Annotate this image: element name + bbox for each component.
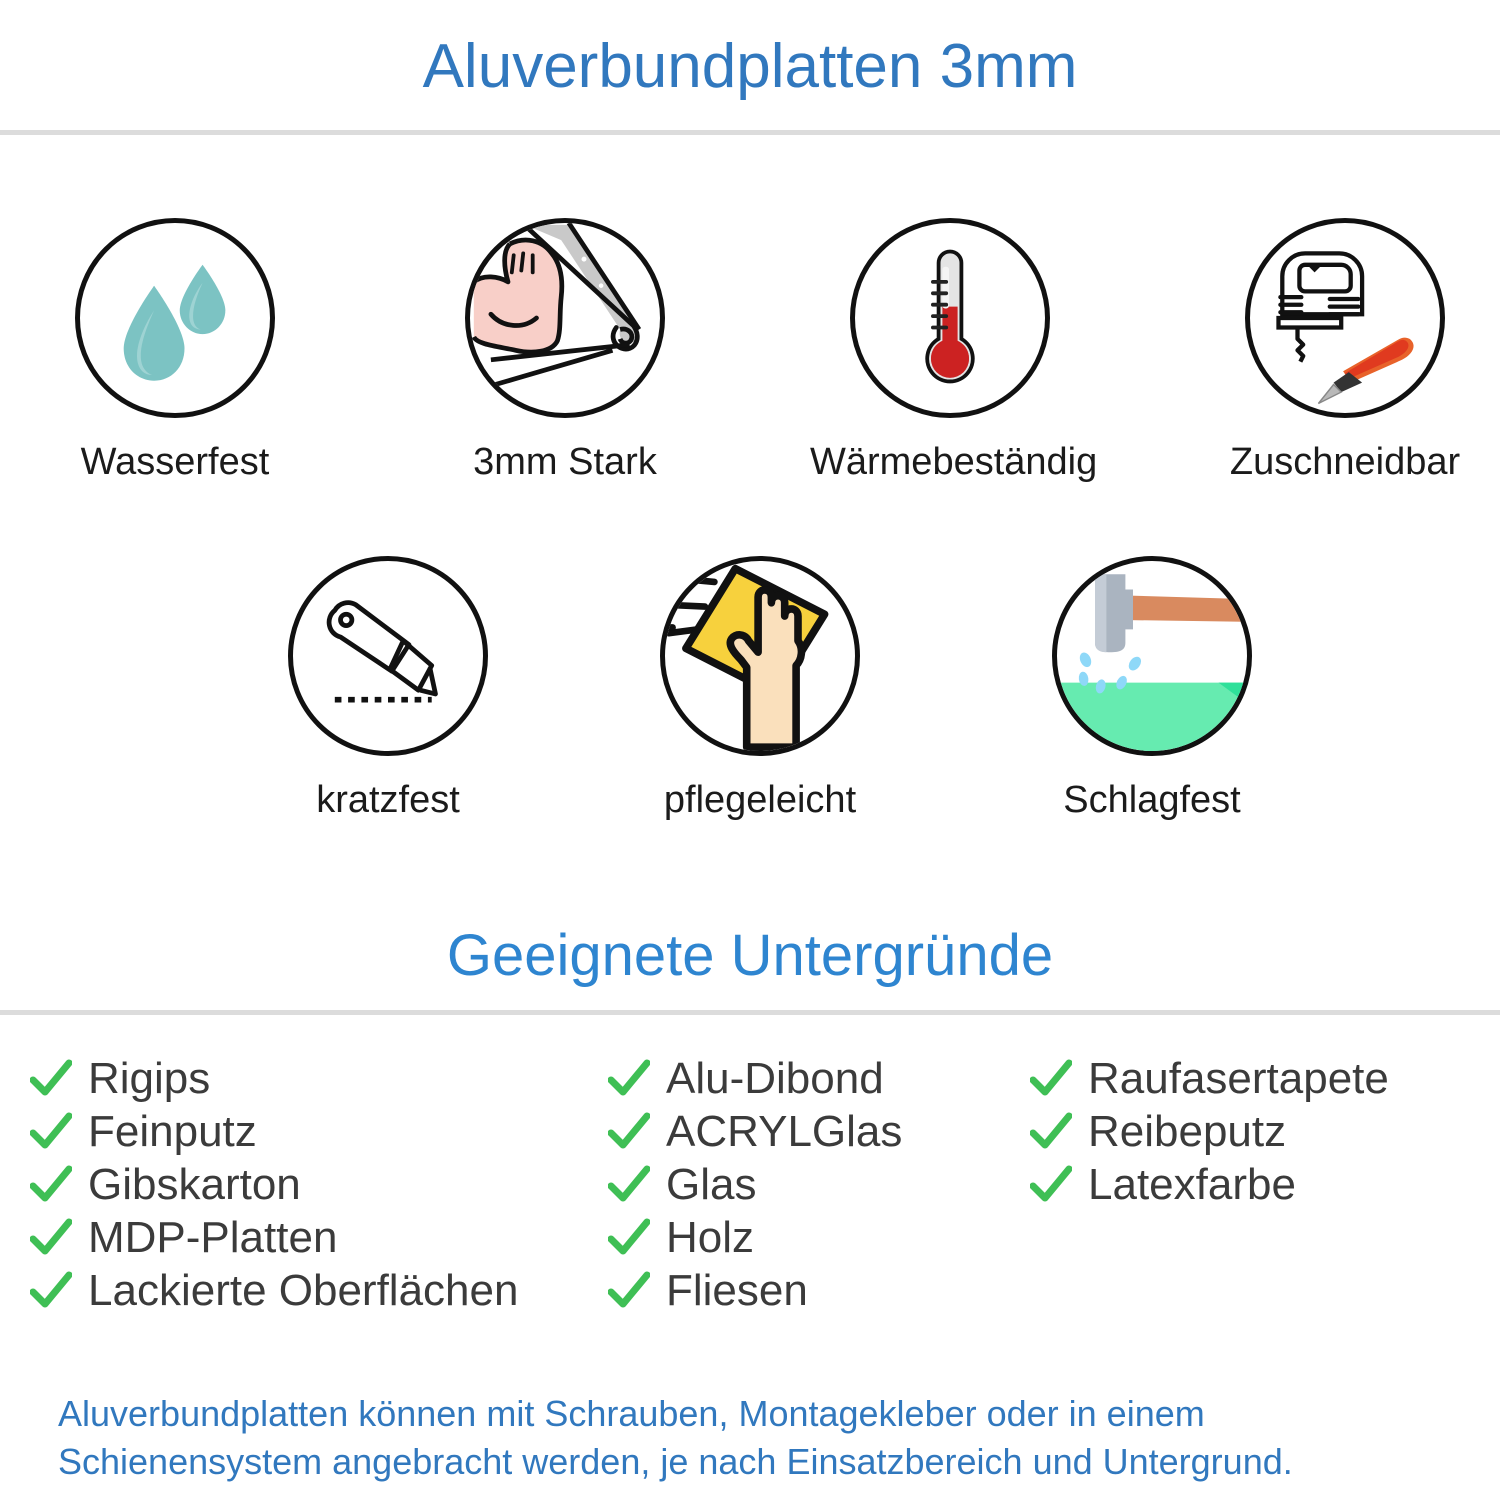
substrate-checklist: Rigips Feinputz Gibskarton MDP-Platten L…	[0, 1052, 1500, 1317]
list-item-label: Alu-Dibond	[666, 1053, 884, 1103]
feature-3mm-stark: 3mm Stark	[425, 218, 705, 484]
hand-with-cloth-icon	[660, 556, 860, 756]
list-item: Glas	[608, 1158, 1000, 1211]
list-item-label: Holz	[666, 1212, 755, 1262]
cutter-knife-scratch-icon	[288, 556, 488, 756]
feature-wasserfest: Wasserfest	[35, 218, 315, 484]
list-item-label: Feinputz	[88, 1106, 257, 1156]
checklist-column-1: Rigips Feinputz Gibskarton MDP-Platten L…	[0, 1052, 600, 1317]
water-drops-icon	[75, 218, 275, 418]
feature-zuschneidbar: Zuschneidbar	[1205, 218, 1485, 484]
feature-label: Schlagfest	[1063, 779, 1241, 821]
list-item-label: Latexfarbe	[1088, 1159, 1296, 1209]
feature-label: kratzfest	[316, 779, 460, 821]
check-icon	[1030, 1059, 1072, 1099]
check-icon	[30, 1112, 72, 1152]
check-icon	[30, 1165, 72, 1205]
jigsaw-and-cutter-icon	[1245, 218, 1445, 418]
check-icon	[30, 1271, 72, 1311]
list-item: Alu-Dibond	[608, 1052, 1000, 1105]
list-item: Holz	[608, 1211, 1000, 1264]
page-title: Aluverbundplatten 3mm	[422, 32, 1078, 101]
list-item: Reibeputz	[1030, 1105, 1470, 1158]
check-icon	[608, 1218, 650, 1258]
divider-top	[0, 130, 1500, 135]
feature-label: Wasserfest	[80, 441, 270, 483]
feature-schlagfest: Schlagfest	[1012, 556, 1292, 822]
list-item: Gibskarton	[30, 1158, 600, 1211]
check-icon	[30, 1059, 72, 1099]
list-item: ACRYLGlas	[608, 1105, 1000, 1158]
list-item: Latexfarbe	[1030, 1158, 1470, 1211]
list-item: Lackierte Oberflächen	[30, 1264, 600, 1317]
thermometer-icon	[850, 218, 1050, 418]
list-item-label: ACRYLGlas	[666, 1106, 903, 1156]
divider-middle	[0, 1010, 1500, 1015]
check-icon	[30, 1218, 72, 1258]
check-icon	[608, 1271, 650, 1311]
feature-label: 3mm Stark	[473, 441, 657, 483]
list-item: Fliesen	[608, 1264, 1000, 1317]
check-icon	[608, 1059, 650, 1099]
list-item: Raufasertapete	[1030, 1052, 1470, 1105]
check-icon	[1030, 1165, 1072, 1205]
list-item-label: Raufasertapete	[1088, 1053, 1389, 1103]
feature-label: Wärmebeständig	[810, 441, 1098, 483]
list-item-label: Fliesen	[666, 1265, 808, 1315]
list-item-label: Glas	[666, 1159, 757, 1209]
section-title-substrates: Geeignete Untergründe	[446, 923, 1054, 988]
feature-pflegeleicht: pflegeleicht	[620, 556, 900, 822]
list-item-label: Gibskarton	[88, 1159, 301, 1209]
feature-label: pflegeleicht	[663, 779, 857, 821]
list-item-label: Rigips	[88, 1053, 211, 1103]
hammer-impact-icon	[1052, 556, 1252, 756]
list-item-label: Lackierte Oberflächen	[88, 1265, 519, 1315]
list-item: Rigips	[30, 1052, 600, 1105]
checklist-column-2: Alu-Dibond ACRYLGlas Glas Holz Fliesen	[600, 1052, 1000, 1317]
feature-label: Zuschneidbar	[1229, 441, 1461, 483]
checklist-column-3: Raufasertapete Reibeputz Latexfarbe	[1000, 1052, 1470, 1317]
footer-note: Aluverbundplatten können mit Schrauben, …	[58, 1393, 1293, 1482]
list-item-label: MDP-Platten	[88, 1212, 338, 1262]
check-icon	[608, 1165, 650, 1205]
flexing-arm-icon	[465, 218, 665, 418]
check-icon	[1030, 1112, 1072, 1152]
check-icon	[608, 1112, 650, 1152]
list-item: MDP-Platten	[30, 1211, 600, 1264]
feature-waermebestaendig: Wärmebeständig	[810, 218, 1098, 484]
list-item-label: Reibeputz	[1088, 1106, 1287, 1156]
feature-kratzfest: kratzfest	[248, 556, 528, 822]
list-item: Feinputz	[30, 1105, 600, 1158]
